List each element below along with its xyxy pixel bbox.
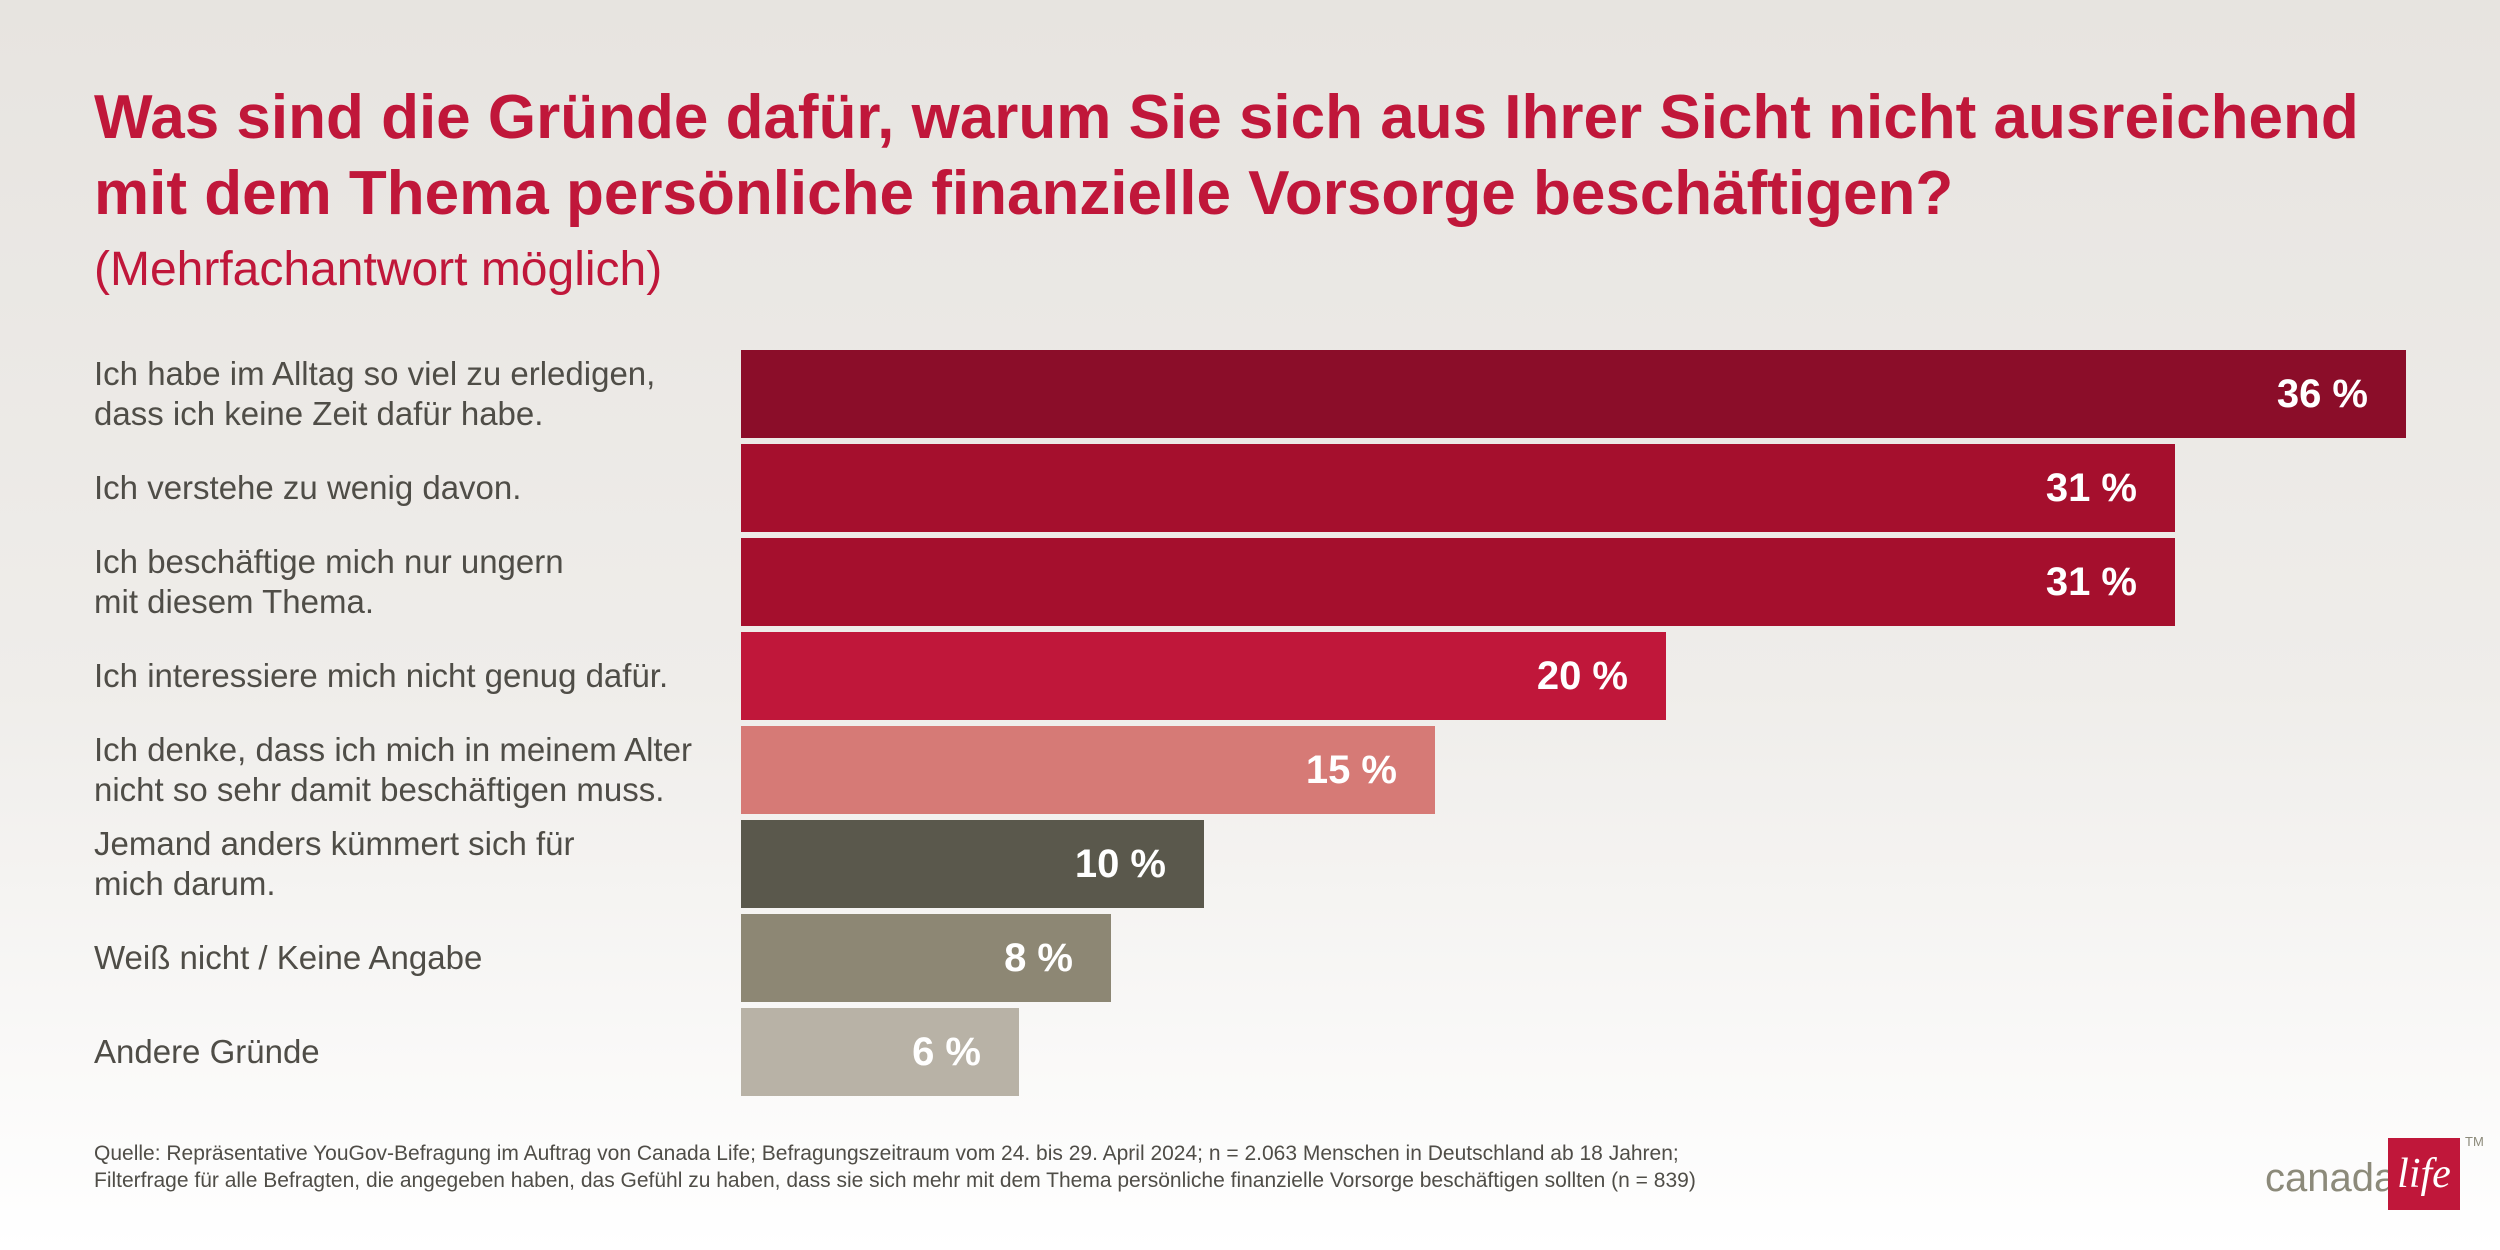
chart-subtitle: (Mehrfachantwort möglich) [94, 243, 663, 296]
bar: 31 % [741, 538, 2175, 626]
bar: 15 % [741, 726, 1435, 814]
bar: 31 % [741, 444, 2175, 532]
category-label: Ich habe im Alltag so viel zu erledigen,… [94, 355, 656, 432]
chart-title: Was sind die Gründe dafür, warum Sie sic… [94, 83, 2359, 228]
bar-value-label: 20 % [1536, 654, 1628, 698]
logo-mark: life [2388, 1138, 2460, 1210]
category-label: Ich denke, dass ich mich in meinem Alter… [94, 731, 692, 808]
footnote-line: Filterfrage für alle Befragten, die ange… [94, 1169, 1696, 1192]
logo-trademark: TM [2465, 1134, 2484, 1149]
bar-value-label: 6 % [912, 1030, 981, 1074]
bar: 6 % [741, 1008, 1019, 1096]
category-label: Ich beschäftige mich nur ungern mit dies… [94, 543, 564, 620]
category-label: Weiß nicht / Keine Angabe [94, 939, 483, 976]
bar-value-label: 36 % [2276, 372, 2368, 416]
bar-value-label: 15 % [1305, 748, 1397, 792]
bar-value-label: 8 % [1004, 936, 1073, 980]
bar-value-label: 31 % [2045, 560, 2137, 604]
bar: 8 % [741, 914, 1111, 1002]
category-label: Ich verstehe zu wenig davon. [94, 469, 522, 506]
bar: 36 % [741, 350, 2406, 438]
bar: 20 % [741, 632, 1666, 720]
category-label: Ich interessiere mich nicht genug dafür. [94, 657, 669, 694]
bar: 10 % [741, 820, 1204, 908]
logo-wordmark: canada [2265, 1156, 2397, 1200]
footnote-line: Quelle: Repräsentative YouGov-Befragung … [94, 1142, 1679, 1165]
bar-chart: Ich habe im Alltag so viel zu erledigen,… [94, 350, 2406, 1096]
canada-life-logo: canada life TM [2265, 1134, 2485, 1214]
category-label: Andere Gründe [94, 1033, 320, 1070]
bar-value-label: 31 % [2045, 466, 2137, 510]
bar-value-label: 10 % [1074, 842, 1166, 886]
category-label: Jemand anders kümmert sich für mich daru… [94, 825, 575, 902]
source-footnote: Quelle: Repräsentative YouGov-Befragung … [94, 1140, 2174, 1194]
